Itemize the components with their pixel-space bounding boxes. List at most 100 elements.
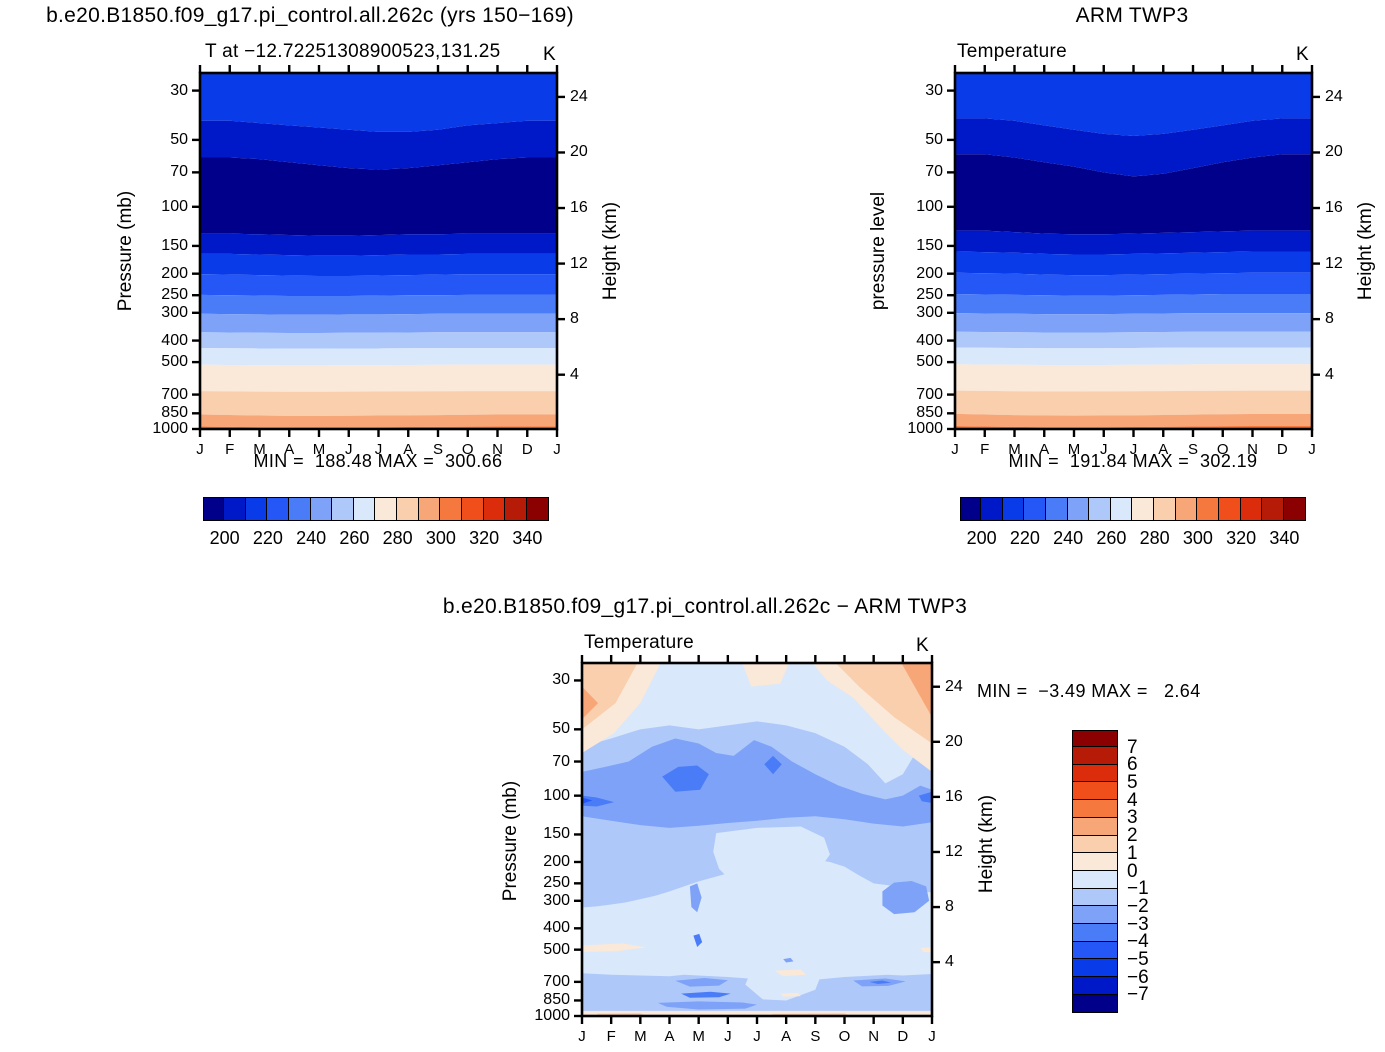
diff-anomaly-region [882,881,930,915]
colorbar-tick-label: 200 [966,528,997,548]
month-tick-label: J [196,441,204,458]
diff-anomaly-region [713,826,830,888]
month-tick-label: A [403,441,414,458]
pressure-tick-label: 100 [543,786,570,804]
pressure-tick-label: 100 [161,197,188,215]
month-tick-label: N [868,1028,880,1045]
pressure-tick-label: 50 [925,130,943,148]
colorbar-cell [1023,497,1047,521]
diff-anomaly-region [745,968,822,1001]
pressure-tick-label: 400 [916,331,943,349]
diff-anomaly-region [662,765,709,792]
pressure-tick-label: 200 [161,264,188,282]
pressure-tick-label: 300 [161,303,188,321]
diff-anomaly-region [869,980,892,985]
month-tick-label: O [838,1028,851,1045]
colorbar-cell [1072,940,1118,960]
height-tick-label: 20 [1325,143,1343,161]
month-tick-label: J [553,441,561,458]
colorbar-cell [1072,781,1118,801]
temperature-band [955,272,1312,296]
diff-minmax-label: MIN = −3.49 MAX = 2.64 [977,681,1201,701]
height-tick-label: 12 [1325,254,1343,272]
height-tick-label: 24 [945,677,963,695]
colorbar-cell [1072,730,1118,748]
month-tick-label: D [521,441,533,458]
colorbar-tick-label: 7 [1127,736,1138,758]
colorbar-cell [980,497,1004,521]
obs-minmax-label: MIN = 191.84 MAX = 302.19 [1008,451,1258,471]
diff-anomaly-region [582,795,615,807]
colorbar-tick-label: 220 [252,528,283,548]
temperature-band [200,233,557,256]
colorbar-cell [287,497,312,521]
month-tick-label: S [432,441,443,458]
colorbar-tick-label: 260 [1096,528,1127,548]
month-tick-label: J [1100,441,1108,458]
colorbar-tick-label: 320 [469,528,500,548]
colorbar-cell [460,497,485,521]
month-tick-label: D [897,1028,909,1045]
pressure-tick-label: 500 [543,940,570,958]
month-tick-label: A [284,441,295,458]
month-tick-label: N [1247,441,1258,458]
month-tick-label: F [225,441,235,458]
colorbar-tick-label: 5 [1127,772,1138,794]
colorbar-cell [960,497,982,521]
pressure-tick-label: 250 [916,286,943,304]
pressure-tick-label: 700 [543,972,570,990]
colorbar-tick-label: 320 [1226,528,1257,548]
pressure-tick-label: 30 [925,81,943,99]
height-tick-label: 4 [1325,365,1334,383]
pressure-tick-label: 850 [161,404,188,422]
model-minmax-label: MIN = 188.48 MAX = 300.66 [253,451,503,471]
colorbar-tick-label: 260 [339,528,370,548]
obs-panel-title: ARM TWP3 [1075,4,1189,27]
diff-anomaly-region [675,977,728,987]
temperature-band [955,154,1312,235]
height-tick-label: 4 [945,953,954,971]
colorbar-cell [1131,497,1155,521]
colorbar-cell [203,497,225,521]
pressure-tick-label: 400 [543,919,570,937]
month-tick-label: M [1067,441,1081,458]
height-tick-label: 16 [945,787,963,805]
diff-anomaly-region [783,957,794,963]
diff-panel-title: b.e20.B1850.f09_g17.pi_control.all.262c … [442,595,968,618]
month-tick-label: J [578,1028,586,1045]
temperature-band [200,120,557,170]
month-tick-label: A [664,1028,675,1045]
temperature-band [955,118,1312,177]
height-tick-label: 8 [945,898,954,916]
month-tick-label: A [1039,441,1050,458]
colorbar-cell [1066,497,1090,521]
temperature-band [955,390,1312,416]
temperature-band [955,230,1312,255]
model-contour-plot [192,65,565,437]
month-tick-label: J [1129,441,1138,458]
colorbar-cell [1072,887,1118,907]
pressure-tick-label: 250 [161,286,188,304]
pressure-tick-label: 700 [161,385,188,403]
temperature-band [200,73,557,132]
diff-anomaly-region [780,992,801,997]
month-tick-label: J [724,1028,732,1045]
diff-anomaly-region [693,933,703,947]
colorbar-tick-label: 200 [209,528,240,548]
pressure-tick-label: 850 [916,404,943,422]
obs-panel-subtitle: Temperature [957,41,1067,62]
colorbar-tick-label: 340 [1269,528,1300,548]
colorbar-tick-label: 3 [1127,807,1138,829]
height-tick-label: 8 [1325,310,1334,328]
colorbar-cell [1072,799,1118,819]
temperature-band [955,294,1312,315]
height-tick-label: 16 [570,199,588,217]
diff-anomaly-region [774,969,807,977]
pressure-tick-label: 300 [543,891,570,909]
month-tick-label: F [980,441,990,458]
colorbar-tick-label: 280 [382,528,413,548]
temperature-band [955,251,1312,276]
diff-anomaly-region [742,663,790,687]
colorbar-cell [1072,869,1118,890]
month-tick-label: J [345,441,353,458]
